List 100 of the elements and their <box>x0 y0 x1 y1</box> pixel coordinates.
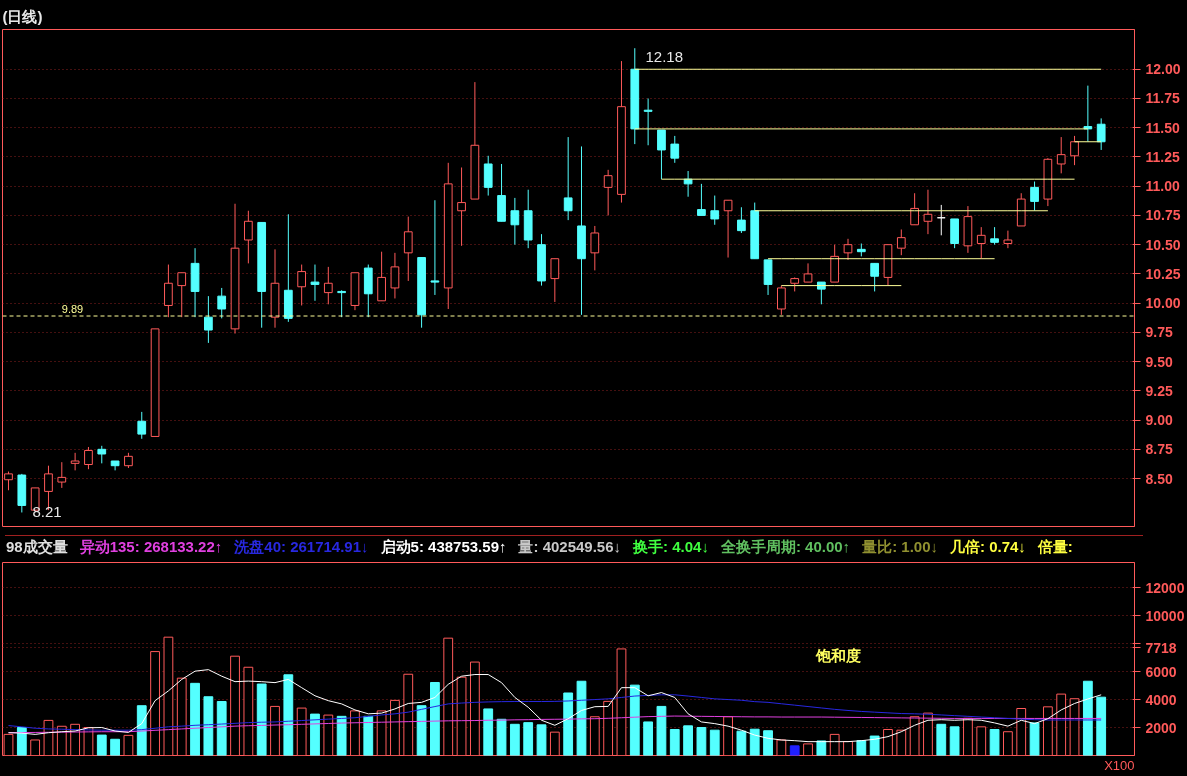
y-tick-label: 9.50 <box>1145 353 1173 370</box>
candlestick <box>510 197 520 246</box>
candlestick <box>896 228 906 256</box>
chart-title: (日线) <box>2 7 43 25</box>
bar <box>869 735 880 756</box>
annotation: 12.18 <box>645 48 683 66</box>
candlestick <box>563 136 573 221</box>
bar <box>176 677 187 756</box>
bar <box>456 676 467 756</box>
y-tick-label: 4000 <box>1145 691 1177 708</box>
candlestick <box>403 216 413 282</box>
text: 异动135: 268133.22↑ <box>79 537 223 557</box>
bar <box>283 674 294 756</box>
annotation: 8.21 <box>32 503 62 521</box>
bar <box>509 723 520 756</box>
candlestick <box>1070 135 1079 166</box>
bar <box>30 739 41 756</box>
candlestick <box>657 129 666 180</box>
candlestick <box>1096 117 1106 151</box>
bar <box>1016 708 1027 756</box>
bar <box>163 636 174 756</box>
bar <box>976 726 987 756</box>
candlestick <box>377 251 386 302</box>
y-tick-label: 10000 <box>1145 607 1185 624</box>
bar <box>936 723 947 756</box>
bar <box>763 730 773 756</box>
y-tick-label: 11.25 <box>1145 148 1180 165</box>
bar <box>16 727 27 756</box>
y-tick-label: 10.50 <box>1145 236 1181 253</box>
bar <box>1069 698 1080 756</box>
bar <box>96 734 107 756</box>
bar <box>536 724 547 756</box>
line-series <box>8 669 1102 743</box>
bar <box>816 740 827 756</box>
candlestick <box>323 266 333 305</box>
bar <box>656 705 667 756</box>
bar <box>669 728 680 756</box>
bar <box>749 728 760 756</box>
candlestick <box>84 446 93 470</box>
bar <box>1096 696 1107 756</box>
bar <box>1042 706 1053 756</box>
bar <box>270 705 280 756</box>
candlestick <box>70 452 80 471</box>
bar <box>443 637 454 756</box>
y-tick-label: 8.50 <box>1145 470 1173 487</box>
candlestick <box>337 289 346 318</box>
text: 洗盘40: 261714.91↓ <box>234 537 369 557</box>
bar <box>350 710 360 756</box>
candlestick <box>590 225 600 271</box>
y-tick-label: 11.50 <box>1145 119 1180 136</box>
y-tick-label: 8.75 <box>1145 441 1173 458</box>
candlestick <box>923 189 933 235</box>
bar <box>683 725 693 756</box>
y-tick-label: 6000 <box>1145 663 1177 680</box>
bar <box>1082 680 1093 756</box>
candlestick <box>710 195 720 226</box>
bar <box>856 740 867 756</box>
y-tick-label: 10.25 <box>1145 265 1181 282</box>
bar <box>736 730 747 756</box>
candlestick <box>204 295 213 344</box>
bar <box>709 729 720 756</box>
bar <box>949 726 960 756</box>
y-tick-label: 12.00 <box>1145 61 1181 78</box>
y-tick-label: 9.25 <box>1145 382 1173 399</box>
bar <box>989 728 1000 756</box>
bar <box>203 696 214 756</box>
y-tick-label: 9.75 <box>1145 324 1173 341</box>
bar <box>416 705 427 756</box>
candlestick <box>483 155 493 197</box>
bar <box>883 728 893 756</box>
candlestick <box>390 252 400 299</box>
y-tick-label: 11.75 <box>1145 90 1180 107</box>
candlestick <box>910 192 919 226</box>
bar <box>643 721 654 756</box>
candlestick <box>723 199 733 259</box>
bar <box>629 684 640 756</box>
candlestick <box>137 411 147 440</box>
bar <box>390 699 400 756</box>
bar <box>523 722 534 756</box>
candlestick <box>777 285 786 316</box>
bar <box>483 708 494 756</box>
candlestick <box>670 135 680 164</box>
bar <box>963 717 973 756</box>
candlestick <box>217 287 227 319</box>
text: 几倍: 0.74↓ <box>949 537 1026 557</box>
bar <box>803 743 813 756</box>
y-tick-label: 12000 <box>1145 579 1185 596</box>
bar <box>136 705 147 756</box>
candlestick <box>816 281 826 305</box>
bar <box>296 707 307 756</box>
bar <box>469 661 480 756</box>
text: X100 <box>1104 757 1135 773</box>
bar <box>230 655 240 756</box>
candlestick <box>737 206 746 234</box>
bar <box>616 648 627 756</box>
bar <box>789 745 800 756</box>
y-tick-label: 10.00 <box>1145 295 1181 312</box>
candlestick <box>243 210 253 264</box>
bar <box>563 692 574 756</box>
bar <box>589 716 600 756</box>
